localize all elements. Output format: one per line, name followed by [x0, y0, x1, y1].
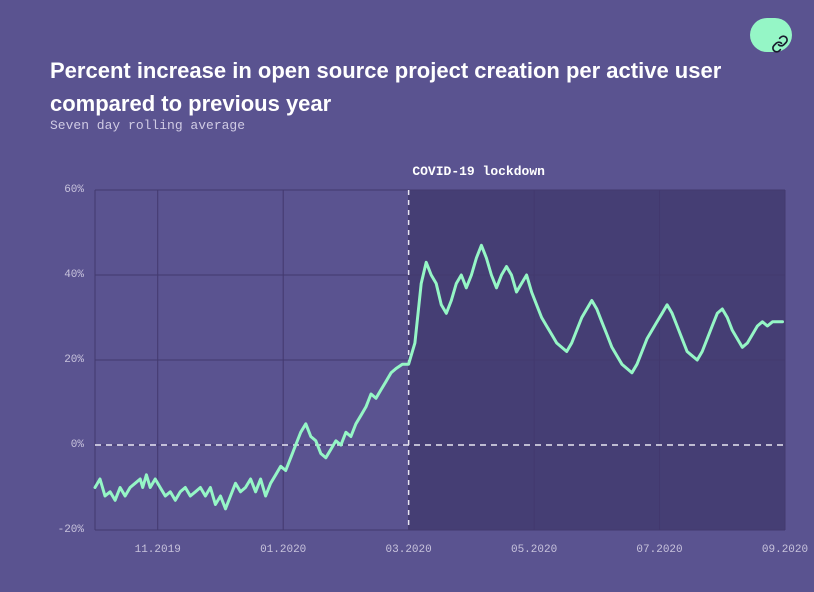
y-tick-label: 40% [44, 269, 84, 281]
y-tick-label: 20% [44, 354, 84, 366]
copy-link-button[interactable] [750, 18, 792, 52]
chart-svg [50, 150, 787, 532]
lockdown-label: COVID-19 lockdown [412, 164, 545, 179]
x-tick-label: 05.2020 [511, 544, 557, 556]
chart-area: -20%0%20%40%60%11.201901.202003.202005.2… [50, 150, 784, 582]
x-tick-label: 09.2020 [762, 544, 808, 556]
chart-subtitle: Seven day rolling average [50, 118, 245, 133]
y-tick-label: 0% [44, 439, 84, 451]
chart-title: Percent increase in open source project … [50, 54, 754, 120]
y-tick-label: -20% [44, 524, 84, 536]
x-tick-label: 01.2020 [260, 544, 306, 556]
y-tick-label: 60% [44, 184, 84, 196]
x-tick-label: 07.2020 [636, 544, 682, 556]
x-tick-label: 11.2019 [135, 544, 181, 556]
x-tick-label: 03.2020 [386, 544, 432, 556]
